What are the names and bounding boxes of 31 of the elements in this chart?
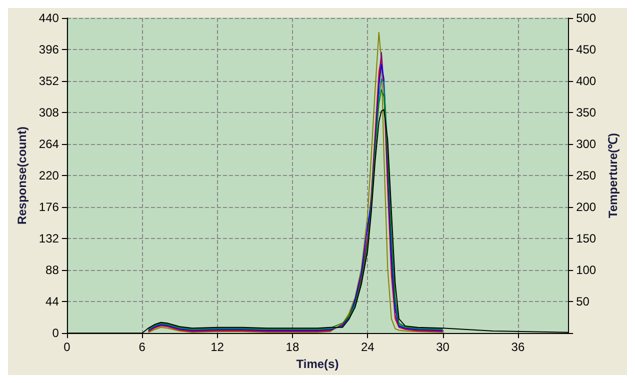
y-tick-label: 440: [38, 11, 60, 25]
x-tick-label: 24: [360, 340, 375, 354]
y2-tick-label: 400: [576, 74, 596, 88]
y-tick-label: 308: [38, 106, 60, 120]
x-tick-label: 6: [138, 340, 146, 354]
y2-tick-label: 100: [576, 263, 596, 278]
y-tick-label: 264: [38, 137, 60, 152]
y2-tick-label: 450: [576, 42, 596, 57]
y-tick-label: 44: [46, 294, 60, 309]
x-axis-title: Time(s): [296, 357, 339, 371]
y-tick-label: 176: [38, 200, 60, 214]
y2-tick-label: 500: [576, 11, 596, 25]
y-axis-title: Response(count): [15, 126, 29, 225]
y-tick-label: 220: [38, 168, 60, 183]
y-tick-label: 0: [52, 326, 60, 340]
y2-tick-label: 300: [576, 137, 596, 152]
y2-axis-title: Temperture(℃): [606, 132, 620, 218]
x-tick-label: 18: [286, 340, 300, 354]
y-tick-label: 88: [46, 263, 60, 278]
y2-tick-label: 350: [576, 106, 596, 120]
y-tick-label: 132: [38, 232, 60, 246]
y2-tick-label: 50: [576, 294, 590, 309]
y-tick-label: 352: [38, 74, 60, 88]
x-tick-label: 30: [436, 340, 450, 354]
y2-tick-label: 150: [576, 232, 596, 246]
y-tick-label: 396: [38, 42, 60, 57]
y2-tick-label: 200: [576, 200, 596, 214]
x-tick-label: 12: [210, 340, 224, 354]
y2-tick-label: 250: [576, 168, 596, 183]
x-tick-label: 36: [511, 340, 525, 354]
x-tick-label: 0: [64, 340, 71, 354]
